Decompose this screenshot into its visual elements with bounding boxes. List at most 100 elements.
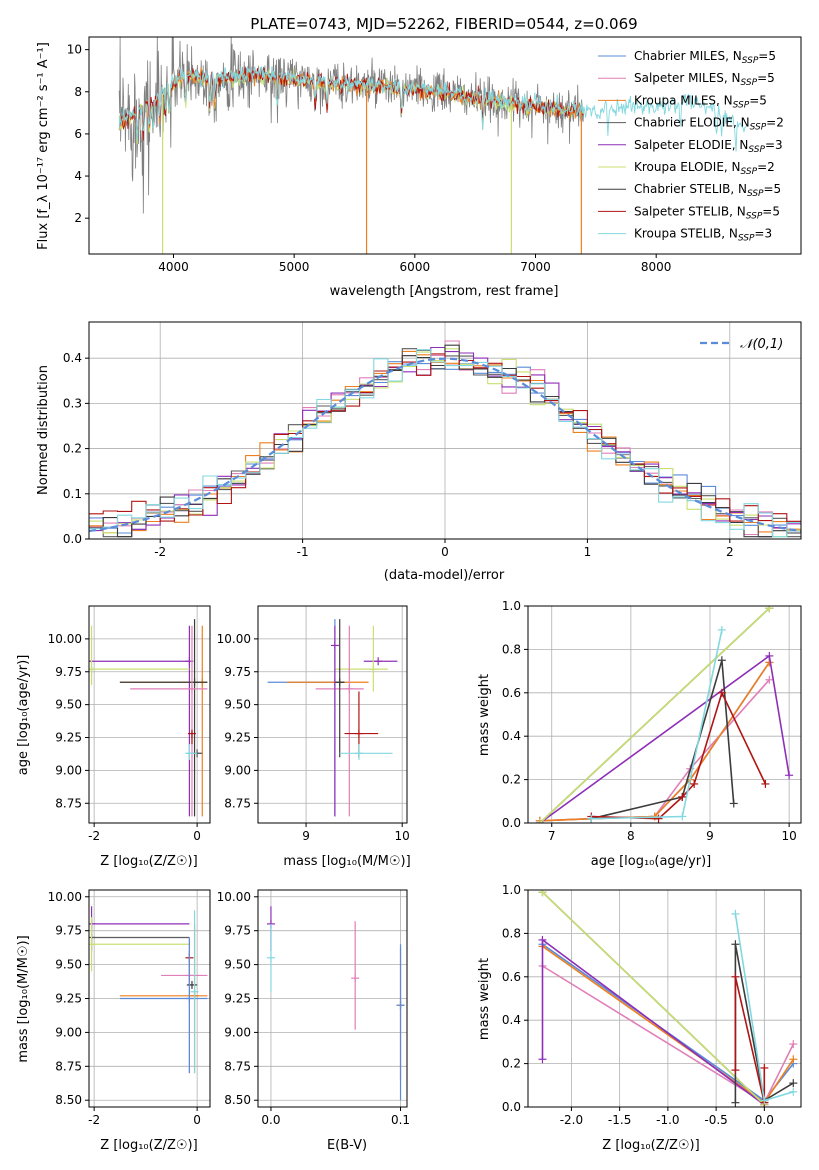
plot-content: [118, 37, 747, 254]
normal-reference-curve: [89, 357, 801, 533]
x-tick-label: 0: [441, 545, 449, 559]
y-tick-label: 9.75: [224, 924, 251, 938]
y-tick-label: 4: [74, 169, 82, 183]
y-tick-label: 9.75: [224, 665, 251, 679]
y-tick-label: 8.75: [55, 796, 82, 810]
y-tick-label: 1.0: [502, 883, 521, 897]
y-tick-label: 9.75: [55, 924, 82, 938]
x-axis-label: E(B-V): [327, 1138, 367, 1153]
y-axis-label: Normed distribution: [36, 365, 51, 495]
y-tick-label: 9.50: [224, 958, 251, 972]
legend-subscript: SSP: [733, 100, 750, 110]
y-tick-label: 10.00: [217, 632, 251, 646]
legend-entry: Salpeter MILES, NSSP=5: [634, 71, 775, 88]
y-tick-label: 0.8: [502, 926, 521, 940]
legend-subscript: SSP: [748, 145, 765, 155]
x-tick-label: -1.5: [608, 1113, 631, 1127]
legend-count: =5: [762, 204, 780, 218]
legend-count: =2: [757, 160, 775, 174]
legend-subscript: SSP: [750, 123, 767, 133]
x-tick-label: 0.1: [391, 1113, 410, 1127]
y-tick-label: 0.1: [63, 487, 82, 501]
legend-entry: Chabrier ELODIE, NSSP=2: [634, 116, 784, 133]
y-tick-label: 8.50: [55, 1093, 82, 1107]
x-tick-label: -0.5: [704, 1113, 727, 1127]
series-line: [734, 976, 766, 1103]
y-tick-label: 0.6: [502, 970, 521, 984]
x-tick-label: 7: [548, 829, 556, 843]
legend-entry: Salpeter ELODIE, NSSP=3: [634, 138, 783, 155]
y-axis-label: mass weight: [477, 958, 492, 1040]
x-axis-label: mass [log₁₀(M/M☉)]: [283, 854, 410, 869]
x-axis-label: Z [log₁₀(Z/Z☉)]: [100, 1138, 197, 1153]
legend-subscript: SSP: [741, 167, 758, 177]
y-tick-label: 9.50: [55, 958, 82, 972]
x-tick-label: -1.0: [656, 1113, 679, 1127]
x-tick-label: 9: [706, 829, 714, 843]
x-tick-label: 0.0: [755, 1113, 774, 1127]
x-tick-label: 4000: [158, 260, 189, 274]
chart-title: PLATE=0743, MJD=52262, FIBERID=0544, z=0…: [250, 15, 637, 33]
legend-count: =3: [765, 138, 783, 152]
y-tick-label: 8.75: [224, 1059, 251, 1073]
x-tick-label: 10: [781, 829, 796, 843]
y-tick-label: 9.00: [55, 1025, 82, 1039]
legend-count: =3: [754, 227, 772, 241]
plot-content: [267, 619, 398, 817]
series-line: [539, 607, 770, 823]
x-axis-label: wavelength [Angstrom, rest frame]: [330, 284, 559, 299]
age-vs-mass-panel: 9 10 8.75 9.00 9.25 9.50 9.75 10.00 mass [log₁₀…: [217, 605, 411, 869]
y-tick-label: 9.00: [224, 763, 251, 777]
x-tick-label: -2: [88, 829, 100, 843]
x-tick-label: -2.0: [560, 1113, 583, 1127]
y-tick-label: 8.75: [55, 1059, 82, 1073]
axes-frame: [88, 605, 211, 824]
legend-subscript: SSP: [738, 234, 755, 244]
legend-subscript: SSP: [742, 56, 759, 66]
y-axis-label: age [log₁₀(age/yr)]: [16, 655, 31, 776]
massweight-vs-Z-panel: -2.0 -1.5 -1.0 -0.5 0.0 0.0 0.2 0.4 0.6 0.8 1.0 Z …: [477, 883, 802, 1153]
plot-content: [89, 619, 208, 817]
y-tick-label: 9.50: [224, 698, 251, 712]
y-tick-label: 10.00: [48, 632, 82, 646]
y-tick-label: 1.0: [502, 599, 521, 613]
x-tick-label: 5000: [279, 260, 310, 274]
y-tick-label: 10: [67, 43, 82, 57]
legend-entry: Salpeter STELIB, NSSP=5: [634, 204, 780, 221]
y-tick-label: 0.4: [63, 351, 82, 365]
plot-content: [89, 906, 208, 1074]
y-axis-label: Flux [f_λ 10⁻¹⁷ erg cm⁻² s⁻¹ A⁻¹]: [36, 42, 51, 250]
legend-count: =2: [766, 116, 784, 130]
plot-content: [535, 606, 794, 823]
legend-count: =5: [757, 71, 775, 85]
x-tick-label: 0: [193, 829, 201, 843]
x-tick-label: 1: [584, 545, 592, 559]
y-tick-label: 9.50: [55, 698, 82, 712]
y-tick-label: 0.3: [63, 396, 82, 410]
y-tick-label: 0.2: [63, 442, 82, 456]
x-tick-label: 7000: [520, 260, 551, 274]
x-axis-label: age [log₁₀(age/yr)]: [591, 854, 712, 869]
y-tick-label: 8.50: [224, 1093, 251, 1107]
y-tick-label: 6: [74, 127, 82, 141]
spectrum-panel: PLATE=0743, MJD=52262, FIBERID=0544, z=0…: [36, 15, 802, 299]
axes-frame: [527, 889, 802, 1108]
axes-frame: [88, 36, 802, 255]
x-tick-label: 8: [627, 829, 635, 843]
y-tick-label: 8.75: [224, 796, 251, 810]
x-tick-label: 6000: [400, 260, 431, 274]
plot-content: [89, 340, 801, 538]
axes-frame: [88, 321, 802, 540]
x-tick-label: -2: [88, 1113, 100, 1127]
x-tick-label: -1: [297, 545, 309, 559]
axes-frame: [257, 605, 408, 824]
x-tick-label: 0: [193, 1113, 201, 1127]
legend: Chabrier MILES, NSSP=5 Salpeter MILES, NS…: [598, 49, 784, 244]
y-tick-label: 0.0: [502, 1100, 521, 1114]
y-tick-label: 0.6: [502, 686, 521, 700]
y-tick-label: 9.75: [55, 665, 82, 679]
y-tick-label: 9.00: [224, 1025, 251, 1039]
legend-entry: Chabrier STELIB, NSSP=5: [634, 182, 781, 199]
legend-subscript: SSP: [747, 189, 764, 199]
